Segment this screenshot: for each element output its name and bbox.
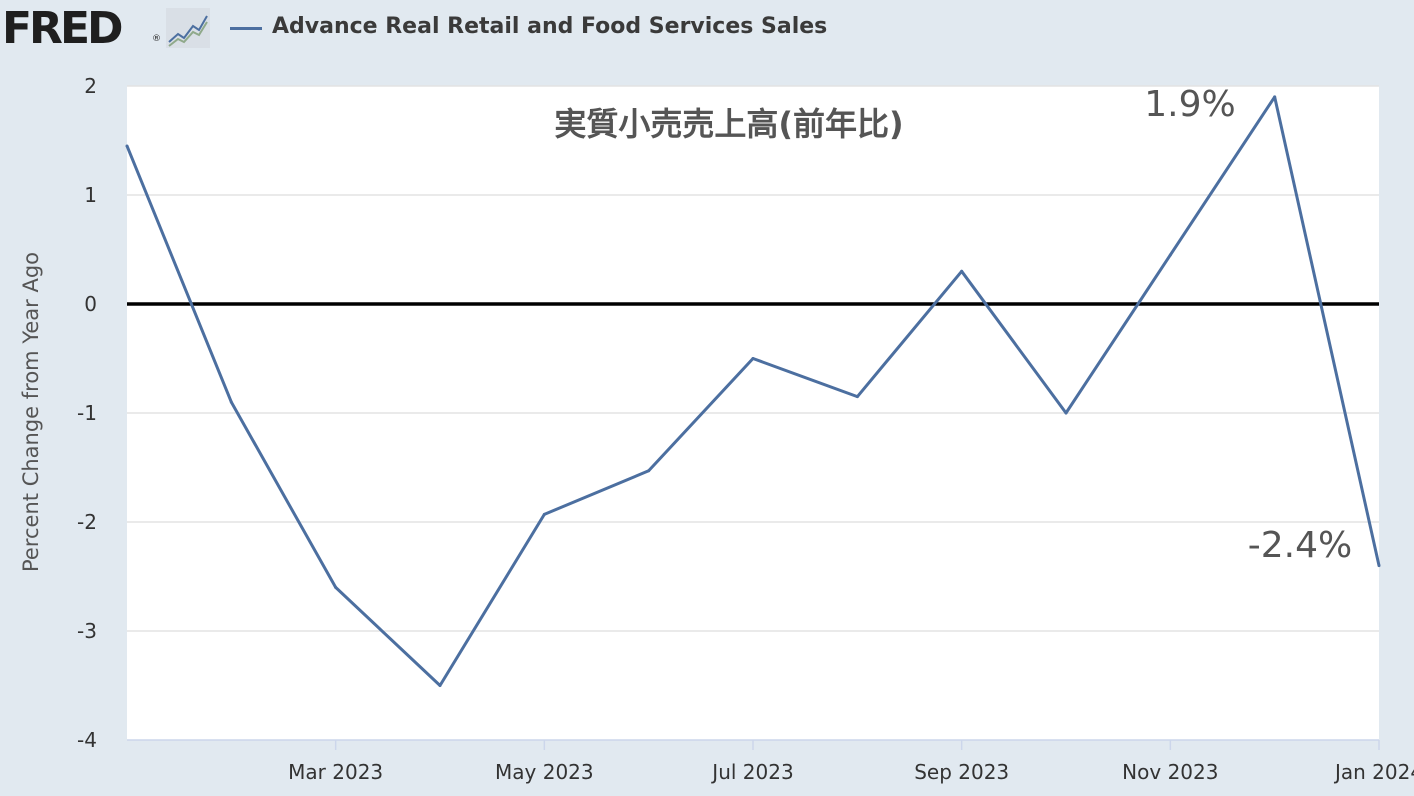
y-tick-label: -4 — [77, 728, 97, 752]
data-point[interactable] — [960, 269, 964, 273]
y-tick-label: -3 — [77, 619, 97, 643]
y-tick-label: -1 — [77, 401, 97, 425]
x-tick-label: Jul 2023 — [710, 760, 793, 784]
annotation-last-value: -2.4% — [1248, 525, 1352, 566]
legend-line-swatch — [230, 27, 262, 30]
series-title[interactable]: Advance Real Retail and Food Services Sa… — [272, 14, 828, 39]
data-point[interactable] — [751, 357, 755, 360]
x-tick-label: Sep 2023 — [914, 760, 1009, 784]
y-tick-label: 2 — [84, 74, 97, 98]
data-point[interactable] — [1273, 95, 1277, 99]
chart-annotation-title: 実質小売売上高(前年比) — [554, 105, 903, 143]
data-point[interactable] — [229, 400, 233, 404]
data-point[interactable] — [542, 512, 546, 516]
fred-logo[interactable]: FRED — [2, 3, 124, 54]
y-tick-label: 0 — [84, 292, 97, 316]
data-points — [125, 95, 1381, 687]
x-tick-label: May 2023 — [495, 760, 594, 784]
y-tick-label: -2 — [77, 510, 97, 534]
data-point[interactable] — [1064, 411, 1068, 415]
data-point[interactable] — [125, 144, 129, 148]
annotation-max-value: 1.9% — [1144, 84, 1235, 125]
data-point[interactable] — [1377, 564, 1381, 568]
x-tick-label: Nov 2023 — [1122, 760, 1218, 784]
data-point[interactable] — [334, 585, 338, 589]
chart-header: FRED ® Advance Real Retail and Food Serv… — [0, 0, 1414, 60]
y-tick-label: 1 — [84, 183, 97, 207]
x-tick-label: Jan 2024 — [1333, 760, 1414, 784]
y-axis-ticks: 2 1 0 -1 -2 -3 -4 — [77, 74, 97, 752]
x-tick-label: Mar 2023 — [288, 760, 383, 784]
data-point[interactable] — [438, 684, 442, 687]
data-point[interactable] — [1168, 253, 1172, 257]
y-axis-label: Percent Change from Year Ago — [19, 252, 43, 572]
line-chart-icon — [166, 8, 210, 48]
fred-registered-mark: ® — [152, 34, 161, 44]
data-point[interactable] — [855, 395, 859, 399]
data-point[interactable] — [647, 469, 651, 473]
x-axis-ticks: Mar 2023 May 2023 Jul 2023 Sep 2023 Nov 2023… — [288, 740, 1414, 784]
